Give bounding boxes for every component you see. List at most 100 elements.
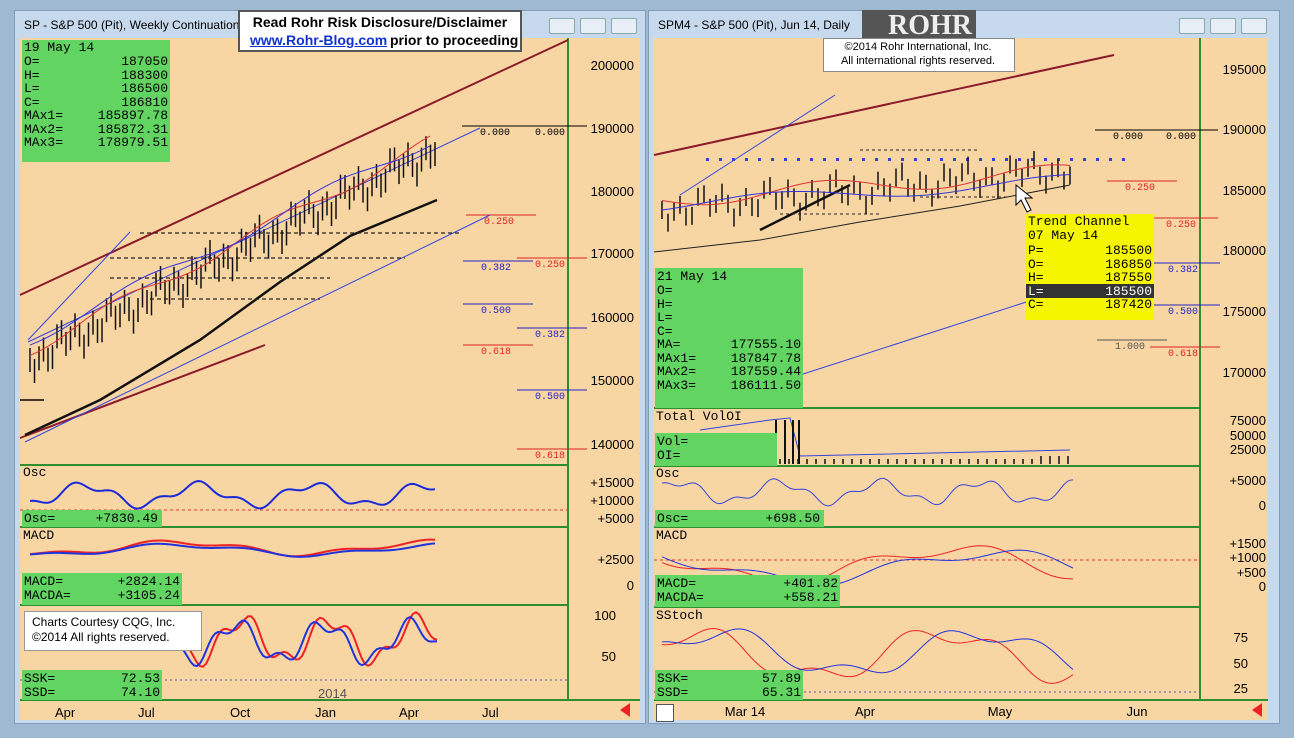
- checkbox[interactable]: [656, 704, 674, 722]
- scroll-arrow: [620, 703, 630, 717]
- row-value: 186111.50: [730, 377, 801, 393]
- fib-label: 0.000: [1166, 132, 1197, 143]
- row-value: 185500: [1105, 283, 1152, 299]
- cursor: [1015, 183, 1034, 213]
- row-label: O=: [1028, 256, 1044, 272]
- x-tick-label: Jul: [482, 705, 499, 720]
- row-label: Osc=: [657, 511, 689, 526]
- trend-date: 07 May 14: [1028, 228, 1099, 243]
- y-tick-label: +1000: [1229, 550, 1266, 565]
- row-value: 72.53: [120, 671, 160, 686]
- row-label: MACD=: [24, 574, 64, 589]
- value-box: [22, 573, 182, 605]
- panel-name: Osc: [23, 465, 47, 480]
- x-tick-label: Apr: [55, 705, 76, 720]
- x-tick-label: Jan: [315, 705, 336, 720]
- x-tick-label: Jul: [138, 705, 155, 720]
- row-label: SSD=: [24, 684, 56, 700]
- row-value: 186850: [1105, 256, 1152, 272]
- channel-dot: [953, 158, 956, 161]
- highlight-row: [1026, 283, 1154, 298]
- info-box: [22, 40, 170, 162]
- indicator-line: [661, 549, 1074, 587]
- fib-label: 0.382: [481, 263, 512, 274]
- y-tick-label: 75: [1233, 630, 1248, 645]
- row-value: 177555.10: [730, 337, 801, 352]
- row-value: 178979.51: [97, 135, 168, 150]
- row-label: C=: [657, 323, 673, 339]
- fib-label: 0.000: [535, 128, 566, 139]
- row-label: O=: [24, 54, 40, 69]
- row-label: MAx1=: [657, 350, 697, 366]
- window-button[interactable]: [580, 18, 606, 34]
- indicator-line: [29, 480, 436, 510]
- fib-label: 0.500: [481, 306, 512, 317]
- y-tick-label: 50: [1233, 656, 1248, 671]
- y-tick-label: 140000: [590, 437, 634, 452]
- window-button[interactable]: [1179, 18, 1205, 34]
- copyright-text: All international rights reserved.: [840, 55, 996, 67]
- row-value: 74.10: [120, 684, 160, 700]
- channel-dot: [719, 158, 722, 161]
- channel-dot: [862, 158, 865, 161]
- row-value: 186500: [121, 81, 168, 96]
- channel-dot: [927, 158, 930, 161]
- window-title: SP - S&P 500 (Pit), Weekly Continuation: [24, 18, 240, 32]
- row-label: MA=: [657, 337, 681, 352]
- row-label: OI=: [657, 447, 681, 463]
- banner-link[interactable]: www.Rohr-Blog.com: [250, 32, 388, 48]
- y-tick-label: 200000: [590, 58, 634, 73]
- trend-line: [24, 214, 491, 443]
- fib-label: 0.500: [1168, 307, 1199, 318]
- channel-dot: [771, 158, 774, 161]
- indicator-line: [661, 164, 1071, 206]
- channel-dot: [901, 158, 904, 161]
- fib-label: 0.382: [1168, 265, 1199, 276]
- channel-dot: [914, 158, 917, 161]
- channel-dot: [758, 158, 761, 161]
- indicator-line: [29, 135, 431, 357]
- row-label: O=: [657, 283, 673, 298]
- indicator-line: [661, 477, 1074, 507]
- window-button[interactable]: [1241, 18, 1267, 34]
- row-value: 185500: [1105, 243, 1152, 258]
- row-label: L=: [657, 310, 673, 325]
- channel-dot: [1070, 158, 1073, 161]
- window-button[interactable]: [549, 18, 575, 34]
- y-tick-label: +10000: [590, 493, 634, 508]
- fib-label: 0.250: [484, 217, 515, 228]
- panel-name: Total VolOI: [656, 409, 742, 424]
- value-box: [655, 510, 824, 527]
- credits-text: ©2014 All rights reserved.: [32, 630, 170, 644]
- indicator-line: [653, 184, 1071, 253]
- channel-dot: [875, 158, 878, 161]
- row-value: 57.89: [761, 671, 801, 686]
- trend-line: [679, 94, 836, 196]
- row-value: 65.31: [761, 684, 801, 700]
- x-tick-label: Apr: [399, 705, 420, 720]
- row-value: +698.50: [765, 511, 820, 526]
- row-value: 187050: [121, 54, 168, 69]
- trend-line: [19, 39, 569, 296]
- y-tick-label: 160000: [590, 310, 634, 325]
- channel-dot: [1018, 158, 1021, 161]
- y-tick-label: +1500: [1229, 536, 1266, 551]
- fib-label: 0.250: [535, 260, 566, 271]
- window-button[interactable]: [1210, 18, 1236, 34]
- row-label: MAx1=: [24, 108, 64, 123]
- x-tick-label: May: [987, 704, 1013, 719]
- fib-label: 0.618: [1168, 349, 1199, 360]
- channel-dot: [706, 158, 709, 161]
- panel-name: SStoch: [656, 608, 703, 623]
- row-label: H=: [657, 296, 673, 312]
- year-label: 2014: [318, 686, 347, 701]
- indicator-line: [29, 542, 436, 558]
- info-date: 21 May 14: [657, 269, 728, 284]
- channel-dot: [992, 158, 995, 161]
- row-label: Vol=: [657, 434, 689, 449]
- row-label: SSK=: [24, 671, 56, 686]
- window-button[interactable]: [611, 18, 637, 34]
- fib-label: 1.000: [1115, 342, 1146, 353]
- banner-text: Read Rohr Risk Disclosure/Disclaimer: [252, 14, 508, 30]
